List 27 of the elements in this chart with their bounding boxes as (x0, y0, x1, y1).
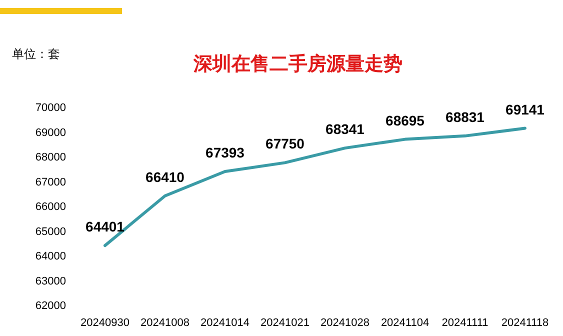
data-label: 67393 (206, 144, 245, 161)
data-label: 67750 (266, 136, 305, 152)
y-tick-label: 64000 (35, 250, 66, 262)
x-tick-label: 20241111 (442, 317, 488, 329)
data-label: 64401 (86, 218, 125, 235)
data-label: 66410 (146, 168, 185, 185)
y-tick-label: 62000 (35, 300, 66, 312)
x-tick-label: 20241104 (380, 317, 430, 329)
y-tick-label: 63000 (35, 275, 66, 288)
x-tick-label: 20241008 (140, 317, 190, 329)
y-tick-label: 70000 (35, 102, 66, 114)
y-axis-title: 单位：套 (12, 47, 60, 61)
data-label: 68831 (446, 108, 485, 125)
y-tick-label: 66000 (35, 201, 66, 213)
x-tick-label: 20240930 (80, 317, 130, 329)
y-tick-label: 67000 (35, 176, 66, 188)
data-label: 68341 (326, 121, 365, 138)
y-tick-label: 65000 (35, 226, 66, 238)
y-tick-label: 68000 (35, 152, 66, 164)
x-tick-label: 20241014 (200, 317, 250, 329)
x-tick-label: 20241021 (260, 317, 310, 329)
x-tick-label: 20241028 (320, 317, 370, 329)
y-tick-label: 69000 (35, 126, 66, 139)
data-label: 69141 (506, 101, 545, 118)
data-label: 68695 (386, 112, 425, 128)
chart-title: 深圳在售二手房源量走势 (192, 53, 402, 75)
x-tick-label: 20241118 (501, 317, 549, 329)
